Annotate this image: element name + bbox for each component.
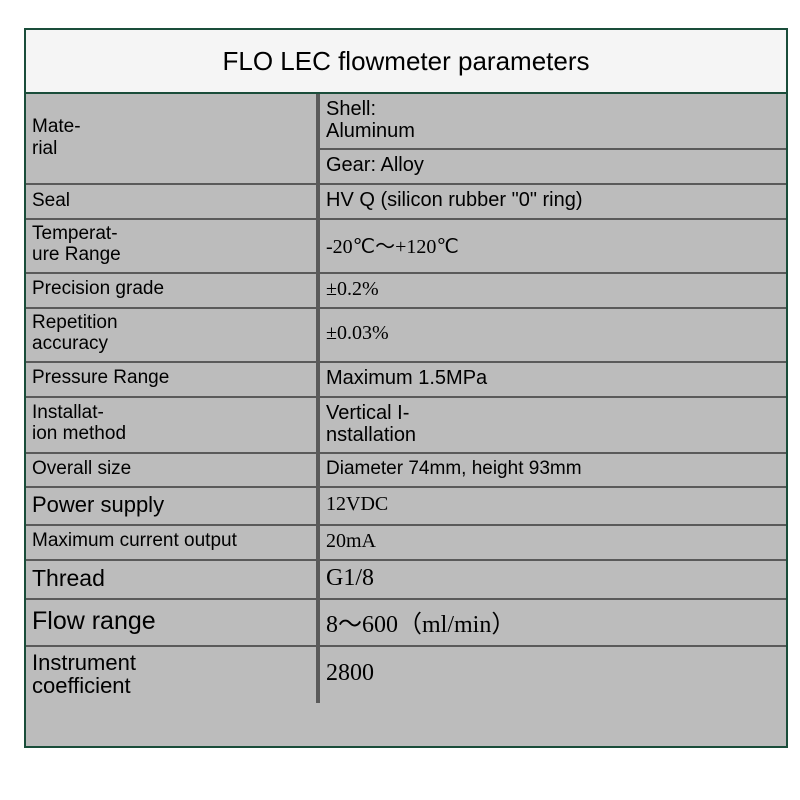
label-seal: Seal xyxy=(26,184,318,219)
row-size: Overall size Diameter 74mm, height 93mm xyxy=(26,453,786,487)
row-flow: Flow range 8～600（ml/min） xyxy=(26,599,786,646)
row-repetition: Repetition accuracy ±0.03% xyxy=(26,308,786,362)
row-coeff: Instrument coefficient 2800 xyxy=(26,646,786,703)
value-shell: Shell: Aluminum xyxy=(318,94,786,149)
row-temp: Temperat- ure Range -20℃～+120℃ xyxy=(26,219,786,273)
value-precision: ±0.2% xyxy=(318,273,786,308)
value-size: Diameter 74mm, height 93mm xyxy=(318,453,786,487)
label-thread: Thread xyxy=(26,560,318,599)
table-title: FLO LEC flowmeter parameters xyxy=(26,30,786,94)
value-gear: Gear: Alloy xyxy=(318,149,786,184)
value-seal: HV Q (silicon rubber "0" ring) xyxy=(318,184,786,219)
label-size: Overall size xyxy=(26,453,318,487)
value-install: Vertical I- nstallation xyxy=(318,397,786,453)
value-pressure: Maximum 1.5MPa xyxy=(318,362,786,397)
label-precision: Precision grade xyxy=(26,273,318,308)
value-coeff: 2800 xyxy=(318,646,786,703)
label-pressure: Pressure Range xyxy=(26,362,318,397)
value-current: 20mA xyxy=(318,525,786,560)
row-install: Installat- ion method Vertical I- nstall… xyxy=(26,397,786,453)
row-seal: Seal HV Q (silicon rubber "0" ring) xyxy=(26,184,786,219)
label-temp: Temperat- ure Range xyxy=(26,219,318,273)
row-precision: Precision grade ±0.2% xyxy=(26,273,786,308)
label-repetition: Repetition accuracy xyxy=(26,308,318,362)
row-thread: Thread G1/8 xyxy=(26,560,786,599)
label-material: Mate- rial xyxy=(26,94,318,184)
value-power: 12VDC xyxy=(318,487,786,525)
value-thread: G1/8 xyxy=(318,560,786,599)
label-current: Maximum current output xyxy=(26,525,318,560)
label-flow: Flow range xyxy=(26,599,318,646)
row-pressure: Pressure Range Maximum 1.5MPa xyxy=(26,362,786,397)
table-body: Mate- rial Shell: Aluminum Gear: Alloy S… xyxy=(26,94,786,746)
value-flow: 8～600（ml/min） xyxy=(318,599,786,646)
row-material: Mate- rial Shell: Aluminum xyxy=(26,94,786,149)
value-temp: -20℃～+120℃ xyxy=(318,219,786,273)
label-coeff: Instrument coefficient xyxy=(26,646,318,703)
row-current: Maximum current output 20mA xyxy=(26,525,786,560)
row-power: Power supply 12VDC xyxy=(26,487,786,525)
parameters-table-container: FLO LEC flowmeter parameters Mate- rial … xyxy=(24,28,788,748)
label-install: Installat- ion method xyxy=(26,397,318,453)
label-power: Power supply xyxy=(26,487,318,525)
spec-table: Mate- rial Shell: Aluminum Gear: Alloy S… xyxy=(26,94,786,703)
value-repetition: ±0.03% xyxy=(318,308,786,362)
